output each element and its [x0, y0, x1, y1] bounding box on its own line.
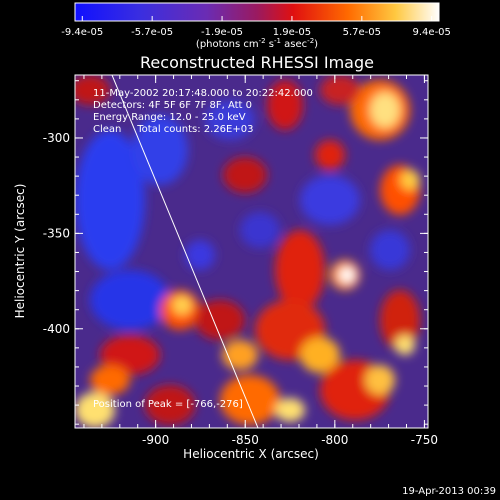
image-annotations: 11-May-2002 20:17:48.000 to 20:22:42.000… [93, 88, 313, 410]
colorbar-ticks: -9.4e-05 -5.7e-05 -1.9e-05 1.9e-05 5.7e-05 9.… [61, 16, 451, 38]
y-axis-ticks: -300 -350 -400 [43, 80, 428, 425]
colorbar-gradient [74, 2, 440, 22]
x-tick-label: -750 [411, 433, 438, 447]
annotation-detectors: Detectors: 4F 5F 6F 7F 8F, Att 0 [93, 100, 252, 111]
colorbar: -9.4e-05 -5.7e-05 -1.9e-05 1.9e-05 5.7e-05 9.… [61, 2, 451, 50]
colorbar-tick-label: -9.4e-05 [61, 27, 103, 38]
footer-timestamp: 19-Apr-2013 00:39 [402, 486, 496, 497]
plot-frame [74, 74, 429, 429]
annotation-time-range: 11-May-2002 20:17:48.000 to 20:22:42.000 [93, 88, 313, 99]
annotation-energy-range: Energy Range: 12.0 - 25.0 keV [93, 112, 246, 123]
y-tick-label: -400 [43, 322, 70, 336]
colorbar-tick-label: 1.9e-05 [273, 27, 311, 38]
y-tick-label: -350 [43, 226, 70, 240]
colorbar-tick-label: 9.4e-05 [413, 27, 451, 38]
y-axis-title: Heliocentric Y (arcsec) [13, 184, 27, 319]
rhessi-image [75, 75, 428, 428]
colorbar-unit-label: (photons cm-2 s-1 asec-2) [196, 37, 318, 50]
x-tick-label: -850 [232, 433, 259, 447]
annotation-counts: Clean Total counts: 2.26E+03 [93, 124, 253, 135]
x-tick-label: -900 [142, 433, 169, 447]
intensity-blobs [75, 75, 420, 428]
colorbar-tick-label: 5.7e-05 [343, 27, 381, 38]
colorbar-tick-label: -1.9e-05 [201, 27, 243, 38]
x-axis-title: Heliocentric X (arcsec) [183, 447, 319, 461]
plot-title: Reconstructed RHESSI Image [140, 53, 374, 72]
y-tick-label: -300 [43, 131, 70, 145]
annotation-peak-position: Position of Peak = [-766,-276] [93, 399, 243, 410]
x-axis-ticks: -900 -850 -800 -750 [83, 75, 438, 447]
solar-limb-line [111, 75, 259, 428]
x-tick-label: -800 [321, 433, 348, 447]
colorbar-tick-label: -5.7e-05 [131, 27, 173, 38]
